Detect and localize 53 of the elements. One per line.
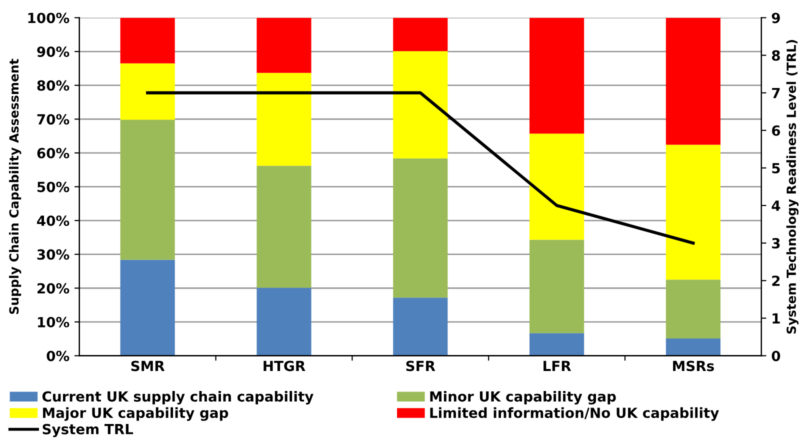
bar bbox=[393, 298, 448, 356]
bar bbox=[393, 51, 448, 158]
y-tick-label: 60% bbox=[37, 148, 70, 158]
bar bbox=[666, 280, 720, 338]
bar bbox=[393, 18, 448, 52]
y2-tick-label: 7 bbox=[772, 88, 780, 98]
bar bbox=[530, 18, 584, 134]
bar bbox=[530, 333, 584, 356]
bar bbox=[120, 260, 175, 356]
y-tick-label: 80% bbox=[37, 80, 70, 91]
x-tick-label: MSRs bbox=[673, 360, 714, 372]
legend-label: System TRL bbox=[42, 424, 134, 438]
legend-label: Minor UK capability gap bbox=[430, 390, 616, 405]
bar bbox=[256, 72, 312, 166]
bar bbox=[530, 134, 584, 240]
bar bbox=[393, 158, 448, 298]
y-axis-title: Supply Chain Capability Assessment bbox=[9, 58, 22, 314]
legend-label: Major UK capability gap bbox=[43, 407, 228, 421]
y2-axis-title: System Technology Readiness Level (TRL) bbox=[786, 40, 799, 334]
bar bbox=[120, 18, 175, 64]
y-tick-label: 20% bbox=[38, 283, 70, 294]
bar bbox=[256, 166, 312, 288]
bar bbox=[120, 120, 175, 260]
y2-tick-label: 9 bbox=[772, 12, 780, 24]
x-tick-label: HTGR bbox=[264, 360, 306, 372]
bar bbox=[256, 288, 312, 356]
bar bbox=[666, 338, 720, 356]
y-tick-label: 90% bbox=[37, 46, 70, 57]
bar bbox=[666, 144, 720, 280]
y-tick-label: 50% bbox=[37, 182, 70, 192]
y-tick-label: 30% bbox=[37, 249, 70, 260]
y2-tick-label: 6 bbox=[772, 125, 780, 136]
y2-tick-label: 4 bbox=[772, 200, 780, 211]
y2-tick-label: 8 bbox=[772, 50, 780, 61]
y-tick-label: 10% bbox=[38, 316, 70, 328]
x-tick-label: SFR bbox=[406, 360, 436, 372]
y-tick-label: 70% bbox=[37, 114, 70, 125]
y2-tick-label: 1 bbox=[772, 313, 780, 324]
bar bbox=[666, 18, 720, 145]
y2-tick-label: 3 bbox=[772, 238, 780, 249]
bar bbox=[530, 240, 584, 334]
x-tick-label: LFR bbox=[544, 360, 572, 372]
y2-tick-label: 5 bbox=[772, 163, 780, 174]
legend-label: Current UK supply chain capability bbox=[42, 390, 314, 405]
y2-tick-label: 2 bbox=[772, 276, 780, 286]
y2-tick-label: 0 bbox=[772, 350, 780, 362]
y-tick-label: 40% bbox=[37, 215, 70, 226]
bar bbox=[256, 18, 312, 73]
bar bbox=[120, 63, 175, 120]
y-tick-label: 0% bbox=[46, 350, 70, 362]
x-tick-label: SMR bbox=[131, 360, 165, 372]
y-tick-label: 100% bbox=[28, 12, 70, 24]
legend-label: Limited information/No UK capability bbox=[430, 407, 719, 421]
